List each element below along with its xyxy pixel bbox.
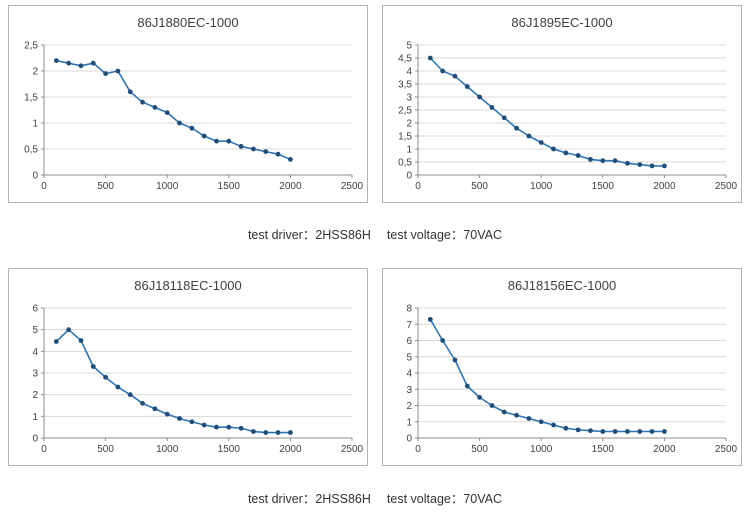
chart-panel-86J1895EC: 86J1895EC-1000 0 0,5 1 1,5 2 2,5 3 3,5 4 4,5 5 0 500… xyxy=(382,5,742,203)
svg-text:0: 0 xyxy=(415,444,421,455)
svg-text:2: 2 xyxy=(406,401,412,412)
svg-text:500: 500 xyxy=(471,181,488,192)
svg-text:4: 4 xyxy=(406,369,412,380)
chart-title: 86J1880EC-1000 xyxy=(137,15,239,30)
test-conditions-caption-row-2: test driver：2HSS86H test voltage：70VAC xyxy=(0,486,750,508)
line-chart-86J18156EC: 0 1 2 3 4 5 6 7 8 0 500 1000 1500 2000 2500 xyxy=(406,304,738,456)
svg-text:0,5: 0,5 xyxy=(398,158,412,169)
svg-text:3: 3 xyxy=(406,93,412,104)
chart-panel-86J1880EC: 86J1880EC-1000 0 0,5 1 1,5 2 2,5 0 500 1000 1500 2… xyxy=(8,5,368,203)
svg-text:0: 0 xyxy=(32,171,38,182)
line-chart-86J18118EC: 0 1 2 3 4 5 6 0 500 1000 1500 2000 2500 xyxy=(32,304,364,456)
svg-text:1: 1 xyxy=(406,145,412,156)
svg-text:1,5: 1,5 xyxy=(398,132,412,143)
svg-text:2500: 2500 xyxy=(715,444,738,455)
svg-text:0,5: 0,5 xyxy=(24,145,38,156)
svg-text:2500: 2500 xyxy=(341,181,364,192)
svg-text:4: 4 xyxy=(406,67,412,78)
svg-text:5: 5 xyxy=(406,41,412,52)
svg-text:0: 0 xyxy=(406,171,412,182)
svg-text:2500: 2500 xyxy=(715,181,738,192)
svg-text:1000: 1000 xyxy=(156,181,179,192)
svg-text:1000: 1000 xyxy=(530,444,553,455)
svg-text:1500: 1500 xyxy=(592,181,615,192)
svg-text:0: 0 xyxy=(415,181,421,192)
svg-text:2000: 2000 xyxy=(653,444,676,455)
svg-text:2000: 2000 xyxy=(653,181,676,192)
svg-text:2,5: 2,5 xyxy=(24,41,38,52)
svg-text:2000: 2000 xyxy=(279,181,302,192)
svg-text:4: 4 xyxy=(32,347,38,358)
svg-text:1000: 1000 xyxy=(530,181,553,192)
svg-text:1500: 1500 xyxy=(592,444,615,455)
chart-panel-86J18156EC: 86J18156EC-1000 0 1 2 3 4 5 6 7 8 0 500 1000 1500 200… xyxy=(382,268,742,466)
svg-text:3: 3 xyxy=(32,369,38,380)
svg-text:2: 2 xyxy=(32,67,38,78)
test-voltage-label: test voltage：70VAC xyxy=(386,227,503,242)
svg-text:2500: 2500 xyxy=(341,444,364,455)
line-chart-86J1880EC: 0 0,5 1 1,5 2 2,5 0 500 1000 1500 2000 2500 xyxy=(24,41,364,193)
svg-text:5: 5 xyxy=(406,352,412,363)
svg-text:5: 5 xyxy=(32,325,38,336)
chart-panel-86J18118EC: 86J18118EC-1000 0 1 2 3 4 5 6 0 500 1000 1500 2000 2… xyxy=(8,268,368,466)
svg-text:1500: 1500 xyxy=(218,444,241,455)
svg-text:2: 2 xyxy=(32,390,38,401)
test-conditions-caption-row-1: test driver：2HSS86H test voltage：70VAC xyxy=(0,222,750,244)
svg-text:3,5: 3,5 xyxy=(398,80,412,91)
svg-text:4,5: 4,5 xyxy=(398,54,412,65)
svg-text:500: 500 xyxy=(97,444,114,455)
svg-text:1000: 1000 xyxy=(156,444,179,455)
svg-text:1: 1 xyxy=(406,417,412,428)
test-driver-label: test driver：2HSS86H xyxy=(247,491,371,506)
chart-title: 86J18156EC-1000 xyxy=(507,278,617,293)
svg-text:2,5: 2,5 xyxy=(398,106,412,117)
svg-text:1: 1 xyxy=(32,119,38,130)
svg-text:2000: 2000 xyxy=(279,444,302,455)
chart-title: 86J18118EC-1000 xyxy=(134,278,242,293)
svg-text:500: 500 xyxy=(471,444,488,455)
svg-text:1500: 1500 xyxy=(218,181,241,192)
svg-text:2: 2 xyxy=(406,119,412,130)
test-driver-label: test driver：2HSS86H xyxy=(247,227,371,242)
line-chart-86J1895EC: 0 0,5 1 1,5 2 2,5 3 3,5 4 4,5 5 0 500 1000 1500 2000 250… xyxy=(398,41,738,193)
svg-text:0: 0 xyxy=(41,181,47,192)
svg-text:6: 6 xyxy=(406,336,412,347)
chart-title: 86J1895EC-1000 xyxy=(511,15,613,30)
svg-text:7: 7 xyxy=(406,320,412,331)
svg-text:0: 0 xyxy=(406,434,412,445)
svg-text:1: 1 xyxy=(32,412,38,423)
svg-text:1,5: 1,5 xyxy=(24,93,38,104)
svg-text:500: 500 xyxy=(97,181,114,192)
svg-text:0: 0 xyxy=(41,444,47,455)
test-voltage-label: test voltage：70VAC xyxy=(386,491,503,506)
svg-text:0: 0 xyxy=(32,434,38,445)
svg-text:3: 3 xyxy=(406,385,412,396)
svg-text:6: 6 xyxy=(32,304,38,315)
svg-text:8: 8 xyxy=(406,304,412,315)
